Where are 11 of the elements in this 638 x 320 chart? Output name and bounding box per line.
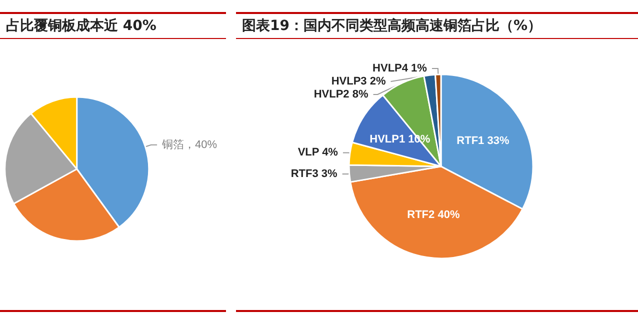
slice-label: HVLP4 1% <box>372 62 428 74</box>
slice-label: HVLP3 2% <box>331 75 386 88</box>
chart-title: 占比覆铜板成本近 40% <box>0 14 226 39</box>
slice-label: RTF1 33% <box>456 135 510 148</box>
slice-label: HVLP2 8% <box>314 88 368 100</box>
chart-title: 图表19：国内不同类型高频高速铜箔占比（%） <box>236 14 638 39</box>
slice-label: HVLP1 10% <box>370 134 430 146</box>
slice-label: RTF3 3% <box>290 168 338 180</box>
slice-label: VLP 4% <box>298 146 338 159</box>
slice-label: 铜箔，40% <box>161 138 218 151</box>
slice-label: RTF2 40% <box>407 208 460 221</box>
